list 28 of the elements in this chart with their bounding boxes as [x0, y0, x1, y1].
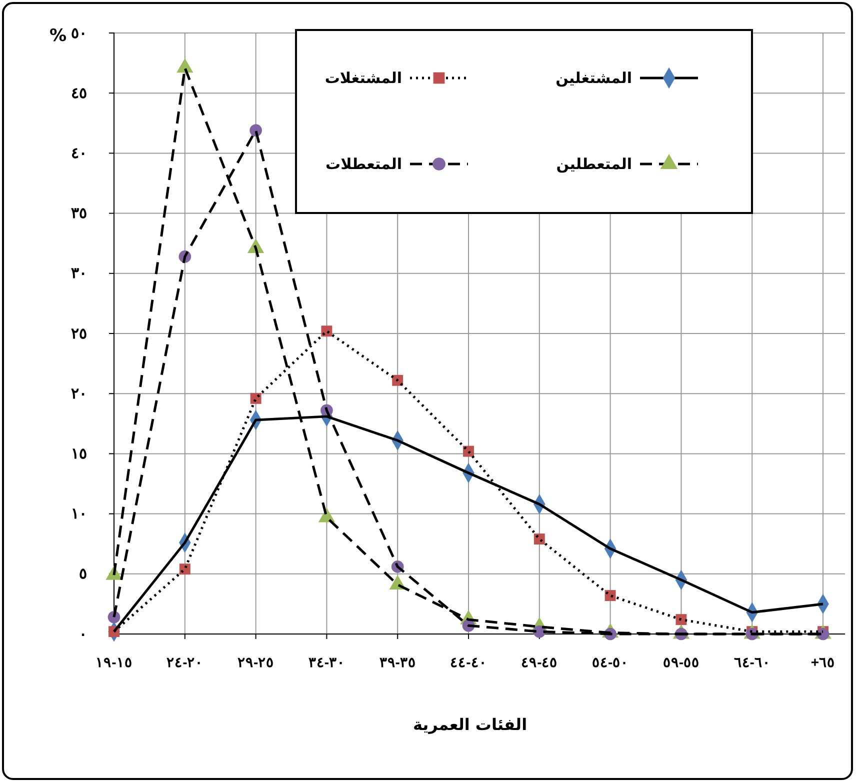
x-tick-label: ١٩-١٥	[96, 654, 132, 670]
y-tick-label: ٥٠	[71, 24, 87, 42]
y-tick-label: ٤٠	[71, 145, 87, 162]
x-tick-label: ٥٩-٥٥	[662, 654, 700, 670]
x-tick-label: ٣٤-٣٠	[308, 654, 346, 670]
y-tick-label: ١٥	[71, 446, 87, 462]
x-tick-label: ٢٩-٢٥	[237, 654, 274, 670]
legend-label: المتعطلين	[556, 155, 632, 173]
y-tick-label: ٠	[79, 626, 87, 643]
legend-label: المشتغلات	[324, 69, 402, 87]
legend-label: المشتغلين	[556, 69, 632, 87]
x-axis-title: الفئات العمرية	[412, 715, 528, 734]
x-tick-label: ٦٤-٦٠	[734, 654, 770, 670]
y-tick-label: ٤٥	[71, 84, 87, 102]
x-tick-label: ٤٤-٤٠	[450, 654, 487, 670]
x-tick-label: +٦٥	[810, 654, 836, 670]
y-tick-label: ٣٠	[71, 265, 87, 282]
x-tick-label: ٥٤-٥٠	[592, 654, 629, 670]
x-tick-label: ٣٩-٣٥	[379, 654, 416, 670]
y-tick-label: ٣٥	[71, 205, 87, 222]
y-tick-label: ٢٥	[71, 325, 87, 342]
y-tick-label: ٥	[79, 566, 87, 583]
x-tick-label: ٢٤-٢٠	[166, 654, 204, 670]
x-tick-label: ٤٩-٤٥	[521, 654, 558, 670]
y-tick-label: ١٠	[71, 506, 87, 523]
y-tick-label: ٢٠	[71, 385, 87, 402]
legend-label: المتعطلات	[326, 155, 402, 173]
y-axis-title: %	[49, 26, 67, 46]
